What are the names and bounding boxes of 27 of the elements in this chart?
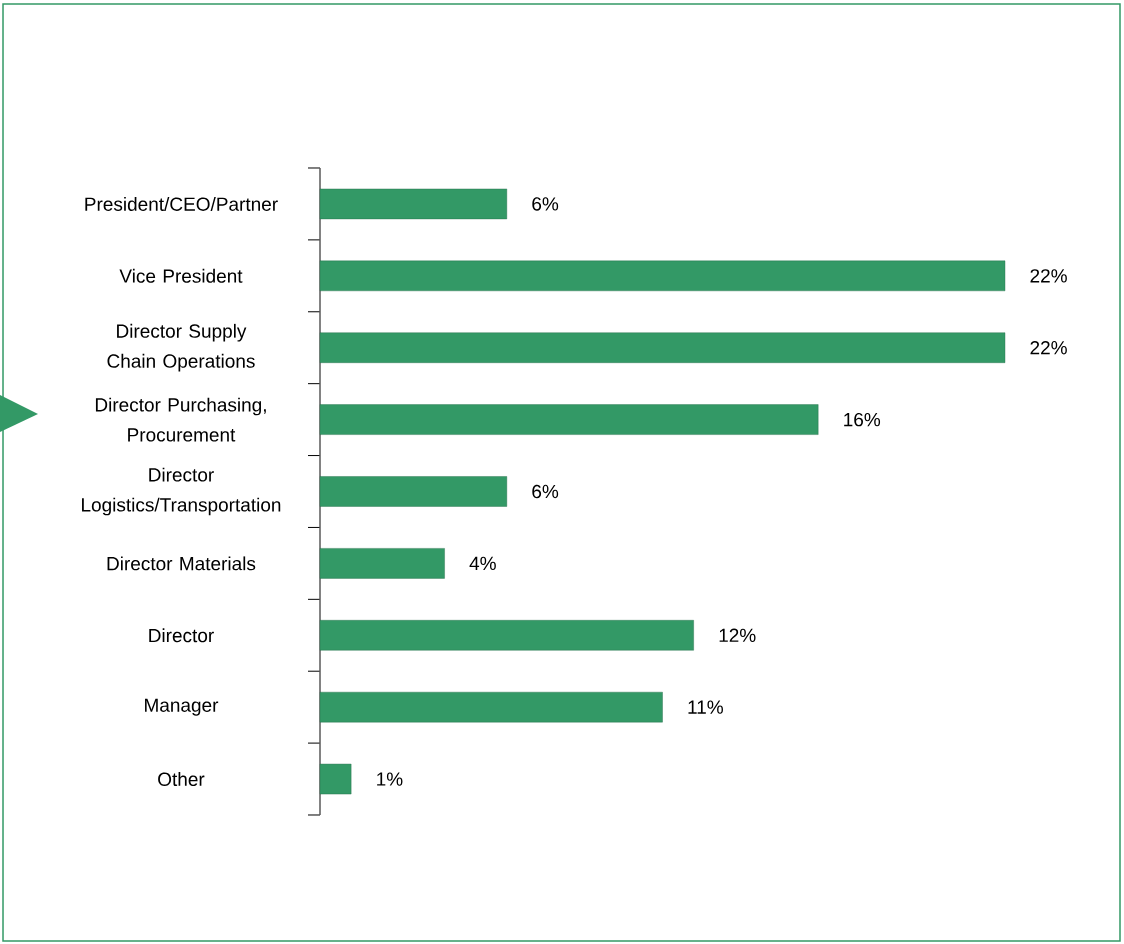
data-label: 12%: [719, 628, 756, 642]
y-tick-label: President/CEO/Partner: [85, 196, 278, 211]
y-tick-label: Director: [149, 628, 214, 643]
y-tick-label: Director Supply Chain Operations: [107, 323, 255, 372]
data-label: 1%: [377, 772, 403, 786]
y-tick-label: Director Logistics/Transportation: [82, 467, 281, 516]
data-label: 16%: [844, 412, 881, 427]
bar: [319, 691, 663, 723]
data-label: 22%: [1030, 269, 1067, 283]
y-tick-label: Other: [158, 772, 205, 787]
data-label: 22%: [1030, 341, 1067, 355]
data-label: 11%: [688, 700, 723, 714]
bar: [319, 260, 1006, 292]
bar: [319, 332, 1006, 363]
y-tick-label: Director Materials: [107, 556, 256, 571]
data-label: 6%: [532, 484, 559, 499]
data-label: 4%: [469, 556, 496, 571]
y-tick-label: Manager: [145, 698, 219, 716]
y-tick-label: Director Purchasing, Procurement: [95, 397, 266, 442]
bar: [319, 620, 694, 651]
bar: [319, 188, 508, 220]
data-label: 6%: [532, 197, 559, 211]
y-tick-label: Vice President: [119, 268, 243, 283]
bar: [319, 548, 445, 579]
bar: [319, 476, 508, 507]
bar: [319, 763, 352, 795]
bar: [319, 404, 819, 435]
